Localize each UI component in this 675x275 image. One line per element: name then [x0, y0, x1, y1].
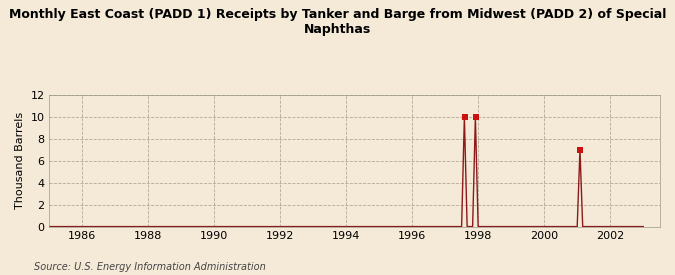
Text: Monthly East Coast (PADD 1) Receipts by Tanker and Barge from Midwest (PADD 2) o: Monthly East Coast (PADD 1) Receipts by … [9, 8, 666, 36]
Text: Source: U.S. Energy Information Administration: Source: U.S. Energy Information Administ… [34, 262, 265, 272]
Y-axis label: Thousand Barrels: Thousand Barrels [15, 112, 25, 209]
